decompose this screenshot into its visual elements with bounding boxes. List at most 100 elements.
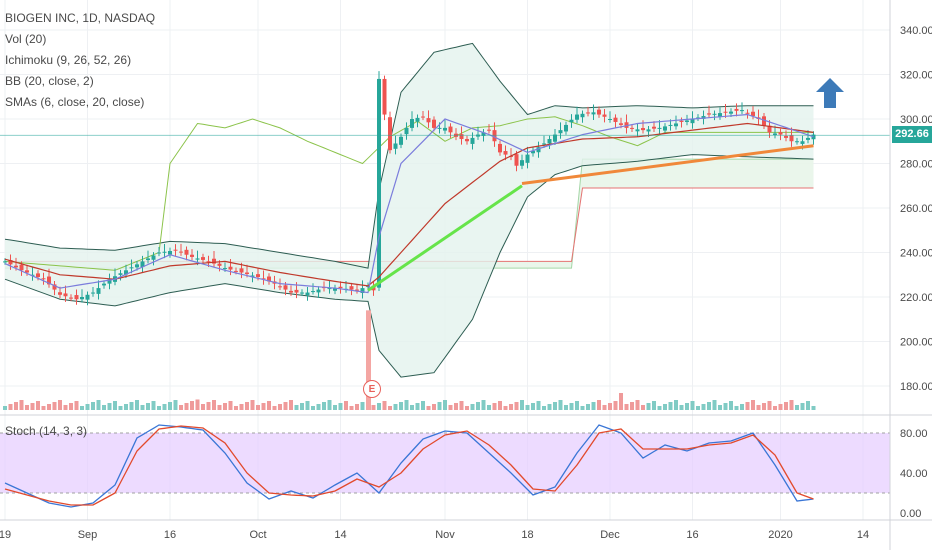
candle-body: [740, 110, 744, 112]
candle-body: [564, 124, 568, 132]
candle-body: [69, 297, 73, 299]
candle-body: [729, 111, 733, 114]
candle-body: [685, 120, 689, 122]
candle-body: [762, 116, 766, 126]
candle-body: [663, 126, 667, 131]
volume-bar: [723, 403, 728, 410]
volume-bar: [190, 401, 194, 410]
price-tick-label: 240.00: [900, 248, 932, 260]
volume-bar: [399, 402, 403, 410]
volume-bar: [536, 401, 541, 410]
time-tick-label: 19: [0, 529, 11, 541]
volume-bar: [377, 403, 381, 410]
volume-bar: [140, 405, 145, 410]
volume-bar: [580, 406, 585, 410]
stoch-tick-label: 80.00: [900, 428, 928, 440]
price-tick-label: 280.00: [900, 159, 932, 171]
candle-body: [140, 261, 145, 268]
volume-bar: [679, 405, 684, 410]
volume-bar: [509, 404, 513, 410]
candle-body: [635, 129, 640, 132]
candle-body: [751, 111, 755, 117]
stoch-d-line: [4, 425, 814, 506]
volume-bar: [734, 406, 739, 410]
candle-body: [91, 292, 95, 294]
volume-bar: [668, 402, 673, 410]
volume-bar: [701, 404, 706, 410]
volume-bar: [608, 403, 612, 410]
candle-body: [289, 290, 293, 293]
volume-bar: [349, 406, 354, 410]
earnings-marker[interactable]: E: [363, 380, 381, 398]
price-tick-label: 320.00: [900, 70, 932, 82]
candle-body: [41, 278, 46, 280]
indicator-bollinger[interactable]: BB (20, close, 2): [5, 74, 94, 88]
volume-bar: [8, 404, 13, 410]
volume-bar: [437, 402, 442, 410]
volume-bar: [426, 406, 431, 410]
volume-bar: [751, 400, 755, 410]
candle-body: [184, 249, 189, 255]
volume-bar: [432, 404, 436, 410]
volume-bar: [520, 400, 524, 410]
time-tick-label: 14: [857, 529, 869, 541]
stoch-legend[interactable]: Stoch (14, 3, 3): [5, 424, 88, 438]
candle-body: [250, 275, 255, 277]
ichimoku-cloud: [5, 159, 814, 269]
volume-bar: [696, 406, 700, 410]
volume-bar: [602, 405, 607, 410]
time-tick-label: 14: [334, 529, 346, 541]
candle-body: [525, 154, 530, 163]
volume-bar: [338, 403, 343, 410]
volume-bar: [476, 402, 480, 410]
volume-bar: [800, 403, 805, 410]
indicator-ichimoku[interactable]: Ichimoku (9, 26, 52, 26): [5, 53, 132, 67]
volume-bar: [553, 402, 557, 410]
volume-bar: [360, 402, 365, 410]
candle-body: [327, 288, 332, 290]
candle-body: [558, 130, 563, 134]
volume-bar: [707, 402, 711, 410]
volume-bar: [586, 404, 590, 410]
volume-bar: [283, 402, 288, 410]
volume-bar: [223, 403, 227, 410]
volume-bar: [201, 404, 205, 410]
time-tick-label: 16: [164, 529, 176, 541]
volume-bar: [393, 404, 398, 410]
volume-bar: [613, 401, 618, 410]
candle-body: [619, 123, 623, 125]
candle-body: [652, 126, 656, 129]
volume-bar: [91, 402, 95, 410]
volume-bar: [492, 403, 497, 410]
volume-bar: [3, 406, 7, 410]
candle-body: [135, 264, 139, 268]
volume-bar: [195, 399, 200, 410]
volume-bar: [712, 400, 717, 410]
candle-body: [179, 251, 183, 253]
time-tick-label: Oct: [249, 529, 266, 541]
candle-body: [129, 267, 134, 269]
time-tick-label: Nov: [435, 529, 455, 541]
volume-bar: [767, 401, 772, 410]
volume-bar: [657, 406, 662, 410]
volume-bar: [641, 405, 645, 410]
candle-body: [388, 117, 392, 151]
candle-body: [800, 141, 805, 144]
candle-body: [547, 139, 552, 144]
volume-bar: [762, 403, 766, 410]
volume-bar: [410, 405, 414, 410]
candle-body: [410, 119, 414, 128]
candle-body: [641, 128, 645, 131]
volume-bar: [316, 404, 321, 410]
trendline-orange: [521, 144, 814, 186]
candle-body: [399, 136, 403, 145]
indicator-smas[interactable]: SMAs (6, close, 20, close): [5, 95, 145, 109]
candle-body: [723, 111, 728, 113]
candle-body: [360, 288, 365, 293]
time-tick-label: 16: [686, 529, 698, 541]
candle-body: [613, 117, 618, 122]
time-tick-label: Dec: [600, 529, 620, 541]
volume-bar: [459, 401, 464, 410]
indicator-volume[interactable]: Vol (20): [5, 32, 47, 46]
